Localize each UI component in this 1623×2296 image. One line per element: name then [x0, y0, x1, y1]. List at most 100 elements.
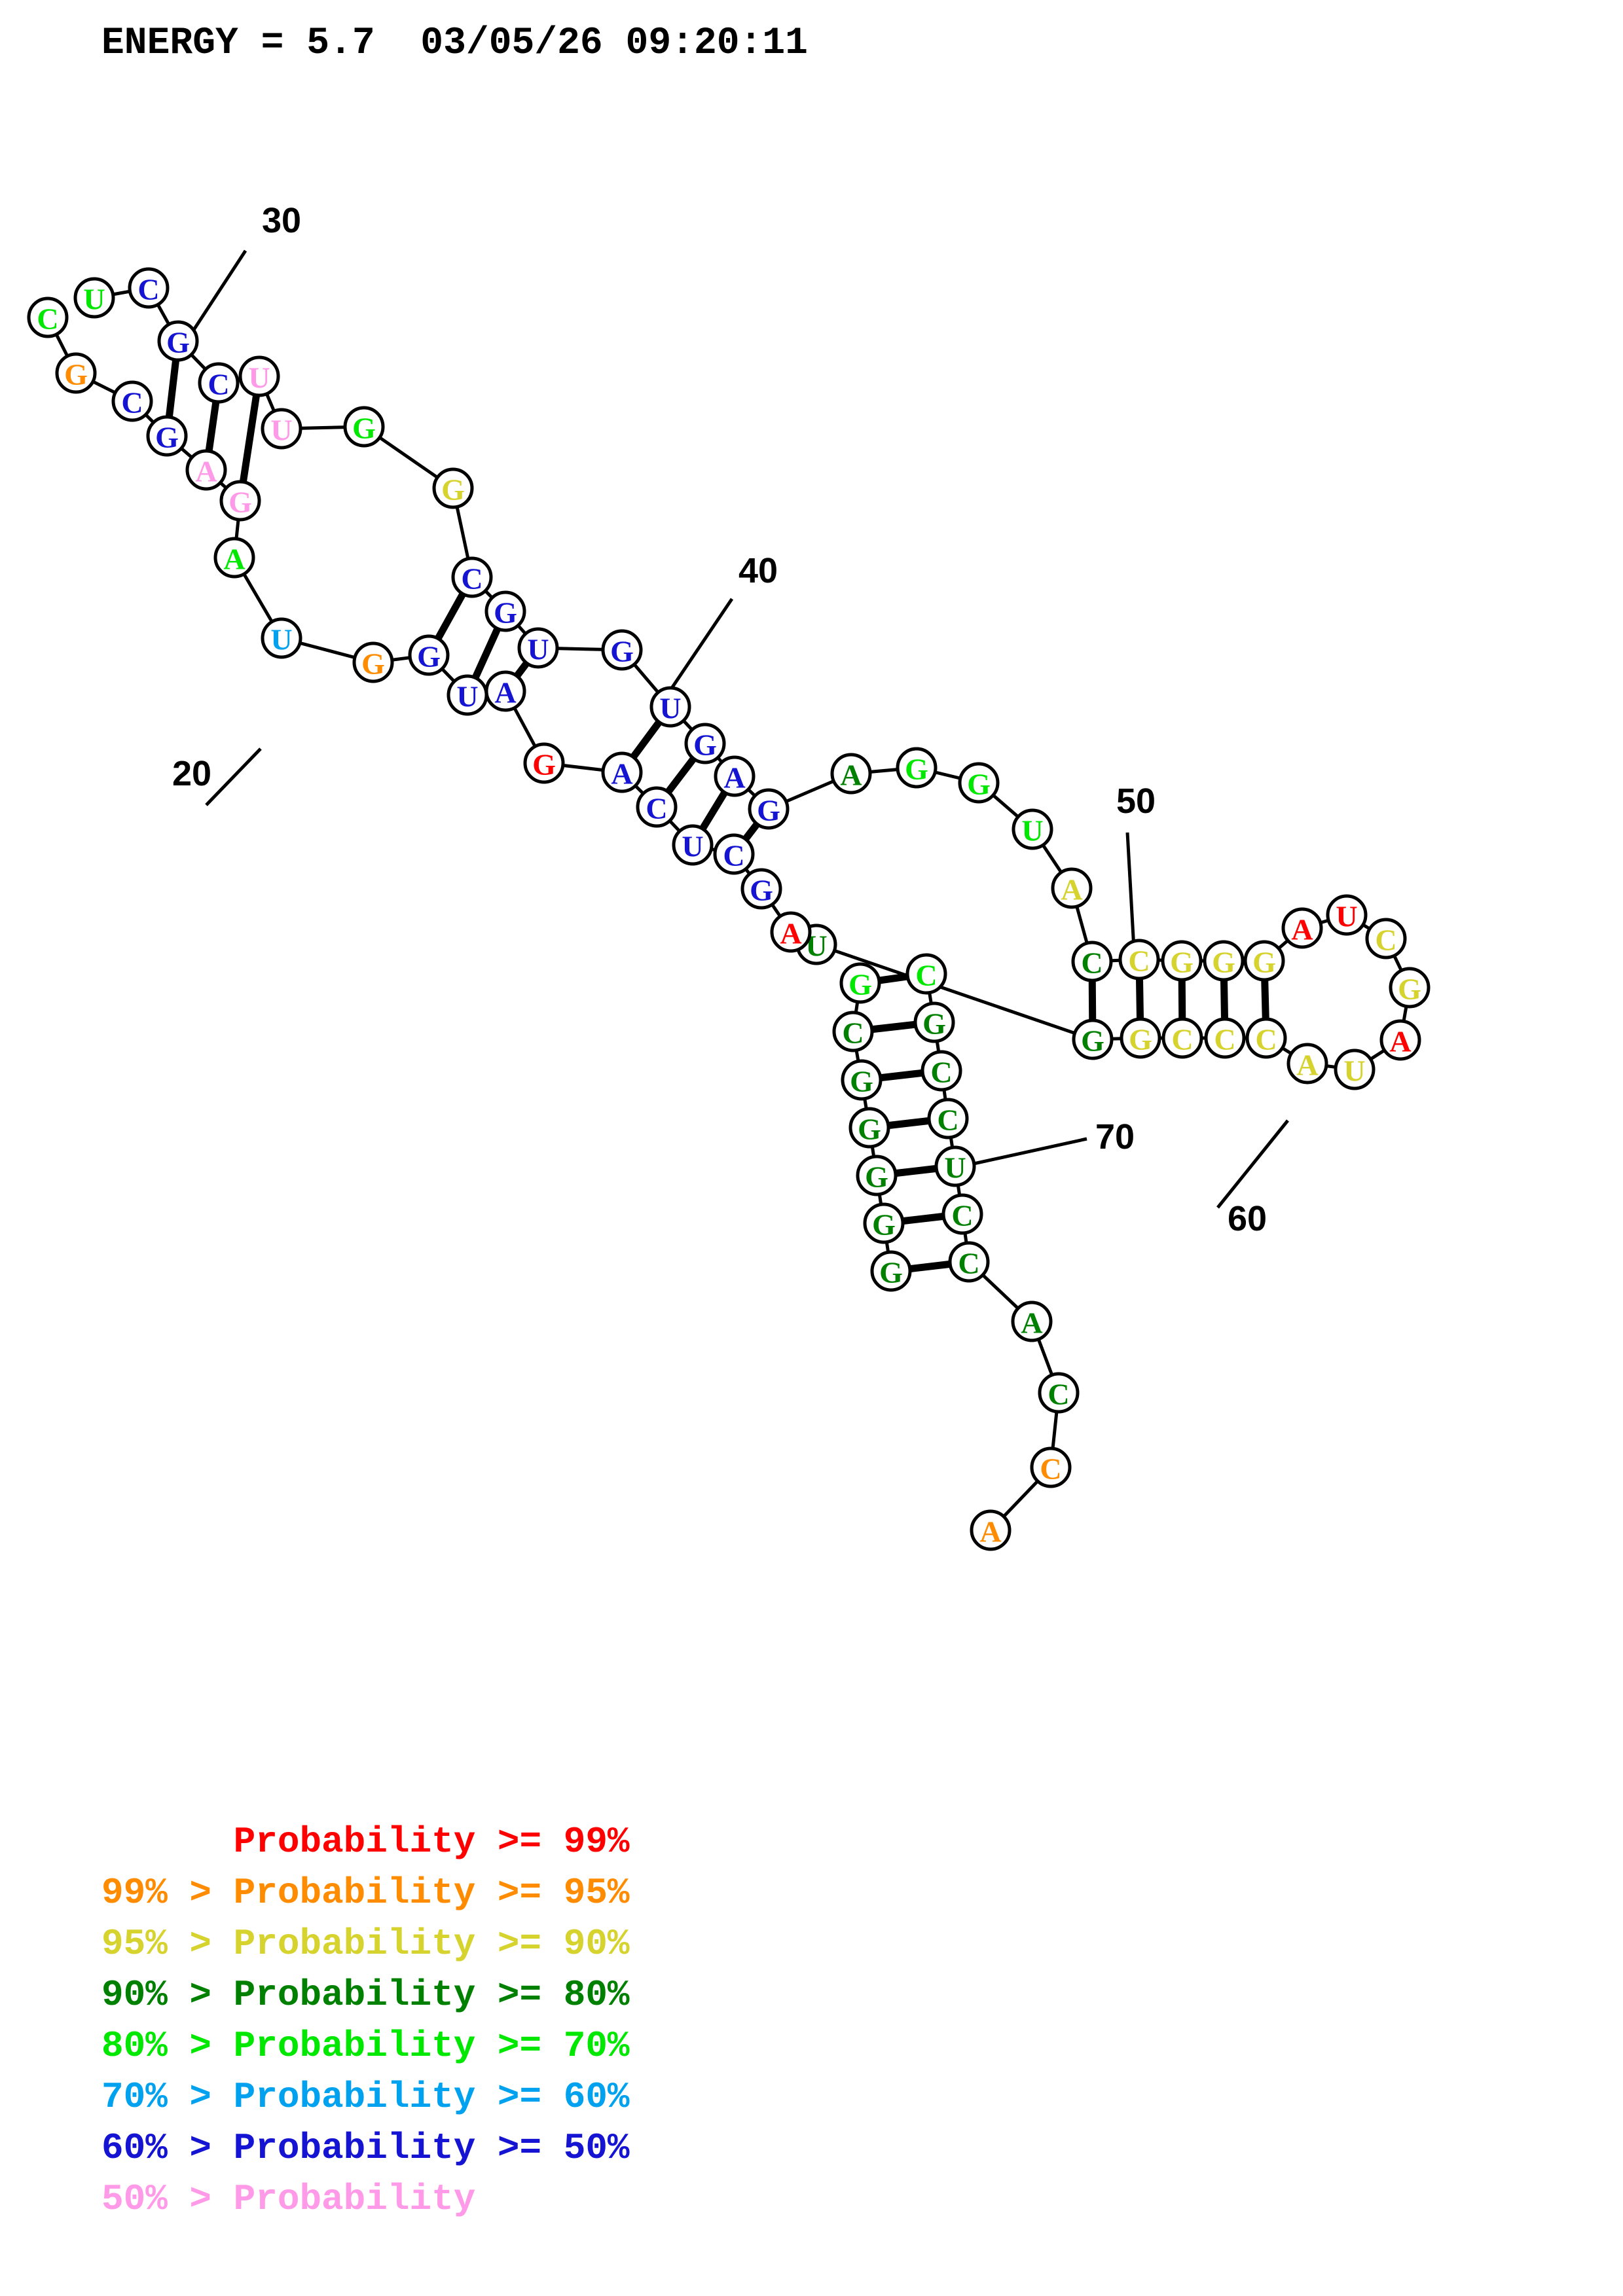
nucleotide-76-C[interactable]: C — [27, 296, 69, 338]
nucleotide-18-G[interactable]: G — [896, 747, 938, 789]
nucleotide-letter: G — [750, 874, 773, 907]
nucleotide-letter: A — [780, 917, 801, 950]
nucleotide-letter: C — [1081, 946, 1103, 980]
nucleotide-38-G[interactable]: G — [1072, 1018, 1114, 1060]
nucleotide-70-A[interactable]: A — [213, 537, 255, 579]
nucleotide-23-C[interactable]: C — [1118, 939, 1160, 980]
nucleotide-20-U[interactable]: U — [1012, 808, 1053, 850]
nucleotide-circle — [484, 590, 526, 632]
backbone-layer — [46, 286, 1412, 1532]
nucleotide-circle — [958, 762, 1000, 804]
nucleotide-56-G[interactable]: G — [870, 1250, 912, 1292]
nucleotide-14-G[interactable]: G — [684, 723, 726, 764]
nucleotide-63-A[interactable]: A — [601, 751, 643, 793]
nucleotide-22-C[interactable]: C — [1071, 941, 1113, 982]
nucleotide-40-G[interactable]: G — [913, 1001, 955, 1043]
nucleotide-46-A[interactable]: A — [1011, 1300, 1053, 1342]
nucleotide-17-A[interactable]: A — [830, 753, 872, 795]
nucleotide-69-U[interactable]: U — [261, 617, 302, 659]
nucleotide-58-A[interactable]: A — [770, 911, 812, 953]
nucleotide-letter: C — [1171, 1023, 1193, 1056]
nucleotide-10-G[interactable]: G — [484, 590, 526, 632]
nucleotide-66-U[interactable]: U — [447, 674, 488, 716]
nucleotide-29-C[interactable]: C — [1365, 918, 1407, 960]
nucleotide-44-C[interactable]: C — [941, 1193, 983, 1235]
nucleotide-30-G[interactable]: G — [1389, 967, 1431, 1009]
nucleotide-55-G[interactable]: G — [863, 1202, 905, 1244]
backbone-link — [814, 942, 1095, 1041]
nucleotide-36-C[interactable]: C — [1161, 1017, 1203, 1059]
nucleotide-circle — [740, 868, 782, 910]
nucleotide-circle — [748, 788, 790, 830]
nucleotide-4-C[interactable]: C — [198, 362, 240, 404]
nucleotide-51-C[interactable]: C — [832, 1011, 874, 1052]
nucleotide-53-G[interactable]: G — [848, 1107, 890, 1149]
nucleotide-34-C[interactable]: C — [1245, 1017, 1287, 1059]
nucleotide-39-C[interactable]: C — [905, 953, 947, 995]
nucleotide-5-U[interactable]: U — [238, 355, 280, 397]
nucleotide-27-A[interactable]: A — [1281, 907, 1323, 949]
nucleotide-60-C[interactable]: C — [713, 833, 755, 875]
nucleotide-6-U[interactable]: U — [261, 408, 302, 450]
nucleotide-26-G[interactable]: G — [1243, 940, 1285, 982]
nucleotide-33-A[interactable]: A — [1286, 1043, 1328, 1085]
nucleotide-37-G[interactable]: G — [1120, 1017, 1161, 1059]
base-pair-bond — [909, 1260, 951, 1273]
nucleotide-72-A[interactable]: A — [185, 449, 227, 491]
nucleotide-21-A[interactable]: A — [1051, 867, 1093, 909]
nucleotide-54-G[interactable]: G — [856, 1155, 898, 1196]
nucleotide-31-A[interactable]: A — [1379, 1019, 1421, 1061]
nucleotide-67-G[interactable]: G — [408, 634, 450, 676]
nucleotide-circle — [261, 617, 302, 659]
nucleotide-circle — [1281, 907, 1323, 949]
nucleotide-9-C[interactable]: C — [451, 556, 493, 598]
nucleotide-circle — [1243, 940, 1285, 982]
nucleotide-47-C[interactable]: C — [1038, 1372, 1080, 1414]
nucleotide-68-G[interactable]: G — [352, 641, 394, 683]
nucleotide-48-C[interactable]: C — [1030, 1446, 1072, 1488]
nucleotide-62-C[interactable]: C — [636, 786, 678, 828]
nucleotide-50-G[interactable]: G — [839, 962, 881, 1004]
nucleotide-45-C[interactable]: C — [948, 1241, 990, 1283]
position-label-50-leader — [1125, 832, 1136, 950]
nucleotide-41-C[interactable]: C — [921, 1050, 962, 1092]
nucleotide-75-G[interactable]: G — [55, 352, 97, 394]
nucleotide-8-G[interactable]: G — [432, 467, 474, 509]
nucleotide-11-U[interactable]: U — [517, 627, 559, 669]
nucleotide-43-U[interactable]: U — [934, 1145, 976, 1187]
nucleotide-12-G[interactable]: G — [601, 629, 643, 671]
nucleotide-3-G[interactable]: G — [157, 320, 199, 362]
nucleotide-61-U[interactable]: U — [672, 824, 714, 866]
nucleotide-19-G[interactable]: G — [958, 762, 1000, 804]
nucleotide-74-C[interactable]: C — [111, 380, 153, 422]
nucleotide-49-A[interactable]: A — [970, 1509, 1012, 1551]
base-pair-bond — [435, 592, 466, 641]
nucleotide-letter: G — [1129, 1023, 1152, 1056]
nucleotide-32-U[interactable]: U — [1334, 1049, 1376, 1090]
nucleotide-65-A[interactable]: A — [484, 670, 526, 712]
nucleotide-57-U[interactable]: U — [795, 924, 837, 965]
nucleotide-13-U[interactable]: U — [649, 686, 691, 728]
nucleotide-letter: G — [228, 486, 252, 519]
nucleotide-16-G[interactable]: G — [748, 788, 790, 830]
nucleotide-35-C[interactable]: C — [1204, 1017, 1246, 1059]
nucleotide-59-G[interactable]: G — [740, 868, 782, 910]
nucleotide-7-G[interactable]: G — [343, 406, 385, 448]
nucleotide-25-G[interactable]: G — [1203, 940, 1245, 982]
nucleotide-2-C[interactable]: C — [128, 267, 170, 309]
nucleotide-52-G[interactable]: G — [841, 1059, 883, 1101]
nucleotide-28-U[interactable]: U — [1326, 894, 1368, 936]
nucleotide-circle — [870, 1250, 912, 1292]
nucleotide-letter: C — [121, 386, 143, 420]
nucleotide-circle — [1379, 1019, 1421, 1061]
nucleotide-73-G[interactable]: G — [146, 415, 188, 457]
nucleotide-71-G[interactable]: G — [219, 480, 261, 522]
nucleotide-64-G[interactable]: G — [523, 742, 565, 784]
nucleotide-15-A[interactable]: A — [714, 755, 756, 797]
nucleotide-42-C[interactable]: C — [927, 1098, 969, 1139]
nucleotide-24-G[interactable]: G — [1161, 940, 1203, 982]
nucleotide-circle — [970, 1509, 1012, 1551]
nucleotide-1-U[interactable]: U — [73, 277, 115, 319]
